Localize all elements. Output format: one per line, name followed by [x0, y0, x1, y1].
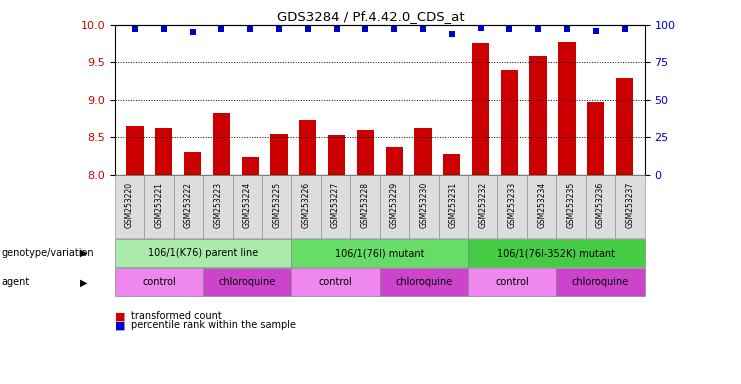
Text: control: control — [495, 277, 529, 288]
Point — [302, 26, 313, 33]
Text: agent: agent — [1, 277, 30, 288]
Text: chloroquine: chloroquine — [219, 277, 276, 288]
Text: 106/1(76I-352K) mutant: 106/1(76I-352K) mutant — [497, 248, 615, 258]
Point — [273, 26, 285, 33]
Text: GSM253228: GSM253228 — [361, 182, 370, 228]
Text: GSM253229: GSM253229 — [390, 182, 399, 228]
Point — [216, 26, 227, 33]
Bar — [155, 128, 173, 175]
Text: GSM253221: GSM253221 — [155, 182, 164, 228]
Bar — [414, 127, 431, 175]
Point — [446, 31, 458, 37]
Point — [158, 26, 170, 33]
Point — [590, 28, 602, 34]
Point — [129, 26, 141, 33]
Text: GSM253224: GSM253224 — [243, 182, 252, 228]
Point — [417, 26, 429, 33]
Text: GSM253231: GSM253231 — [449, 182, 458, 228]
Bar — [472, 43, 489, 175]
Text: control: control — [319, 277, 353, 288]
Text: GSM253226: GSM253226 — [302, 182, 310, 228]
Bar — [385, 147, 403, 175]
Point — [388, 26, 400, 33]
Text: ■: ■ — [115, 311, 125, 321]
Text: ▶: ▶ — [80, 277, 87, 288]
Bar — [213, 113, 230, 175]
Text: GSM253227: GSM253227 — [331, 182, 340, 228]
Text: GSM253234: GSM253234 — [537, 182, 546, 228]
Point — [359, 26, 371, 33]
Text: GSM253232: GSM253232 — [478, 182, 488, 228]
Text: transformed count: transformed count — [131, 311, 222, 321]
Text: GSM253220: GSM253220 — [125, 182, 134, 228]
Point — [475, 25, 487, 31]
Bar — [299, 120, 316, 175]
Bar — [356, 130, 374, 175]
Bar — [501, 70, 518, 175]
Point — [619, 26, 631, 33]
Text: GSM253225: GSM253225 — [272, 182, 282, 228]
Point — [330, 26, 342, 33]
Text: GSM253223: GSM253223 — [213, 182, 222, 228]
Bar — [270, 134, 288, 175]
Text: chloroquine: chloroquine — [572, 277, 629, 288]
Text: chloroquine: chloroquine — [395, 277, 453, 288]
Point — [503, 26, 515, 33]
Bar — [242, 157, 259, 175]
Bar — [530, 56, 547, 175]
Bar — [127, 126, 144, 175]
Text: GSM253237: GSM253237 — [625, 182, 634, 228]
Text: 106/1(76I) mutant: 106/1(76I) mutant — [335, 248, 425, 258]
Text: 106/1(K76) parent line: 106/1(K76) parent line — [148, 248, 259, 258]
Text: GSM253230: GSM253230 — [419, 182, 428, 228]
Bar — [587, 102, 605, 175]
Text: GSM253222: GSM253222 — [184, 182, 193, 228]
Bar — [328, 135, 345, 175]
Text: control: control — [142, 277, 176, 288]
Text: genotype/variation: genotype/variation — [1, 248, 94, 258]
Point — [187, 30, 199, 36]
Text: GSM253235: GSM253235 — [567, 182, 576, 228]
Text: percentile rank within the sample: percentile rank within the sample — [131, 320, 296, 330]
Bar — [616, 78, 633, 175]
Text: GSM253236: GSM253236 — [596, 182, 605, 228]
Bar — [443, 154, 460, 175]
Text: ▶: ▶ — [80, 248, 87, 258]
Bar — [558, 42, 576, 175]
Point — [245, 26, 256, 33]
Text: ■: ■ — [115, 320, 125, 330]
Text: GSM253233: GSM253233 — [508, 182, 516, 228]
Point — [532, 26, 544, 33]
Text: GDS3284 / Pf.4.42.0_CDS_at: GDS3284 / Pf.4.42.0_CDS_at — [276, 10, 465, 23]
Point — [561, 26, 573, 33]
Bar — [184, 152, 202, 175]
